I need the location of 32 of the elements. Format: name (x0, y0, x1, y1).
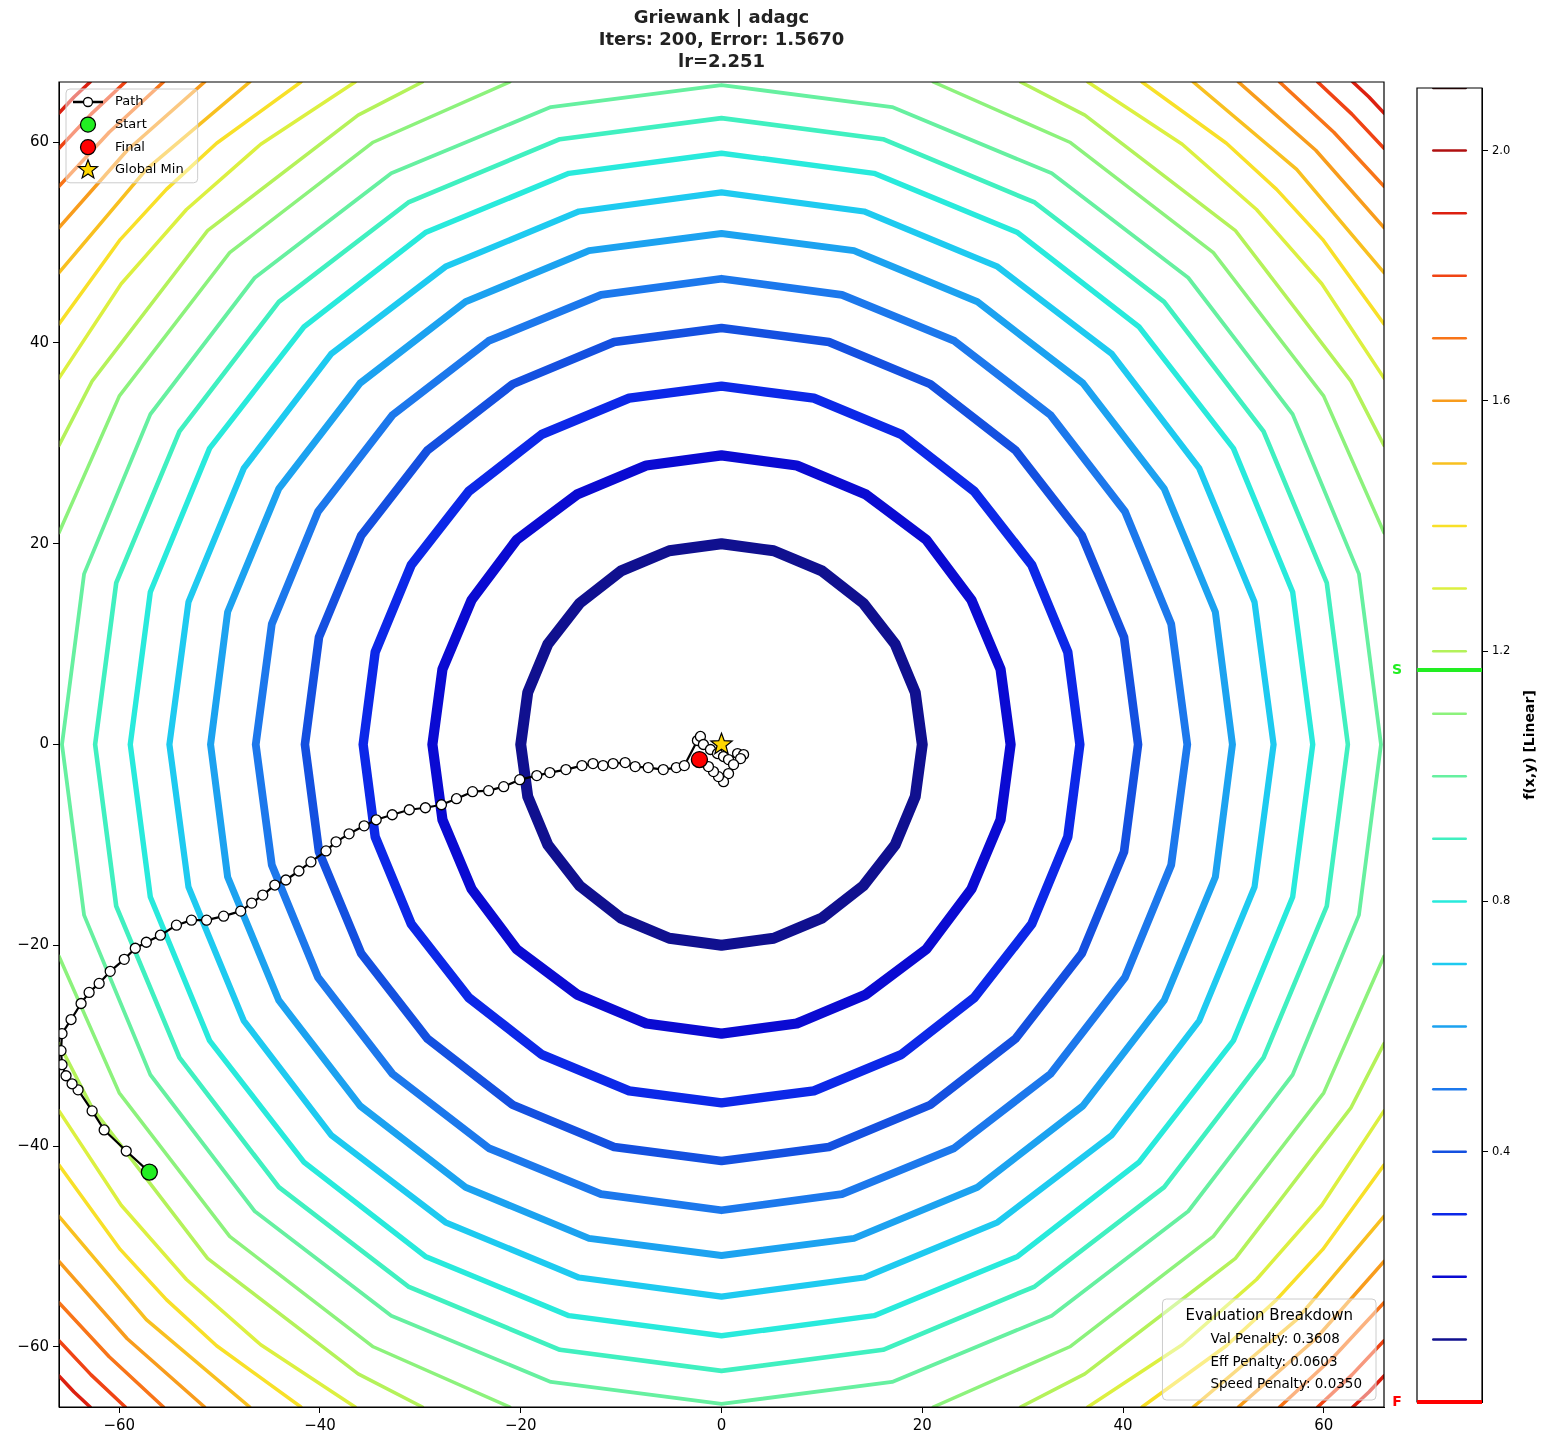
legend-label: Path (115, 93, 144, 109)
annotation: Eff Penalty: 0.0603 (1210, 1352, 1338, 1369)
legend-label: Start (115, 115, 147, 131)
x-tick-label: 40 (1113, 1415, 1133, 1434)
x-tick-label: −40 (304, 1415, 336, 1434)
y-tick-label: 40 (29, 332, 49, 351)
y-tick-label: 0 (39, 734, 49, 753)
chart-title: Griewank | adagc Iters: 200, Error: 1.5670 lr=2.251 (598, 6, 845, 71)
legend-label: Global Min (115, 161, 184, 177)
y-tick-label: 1.2 (1492, 643, 1511, 658)
x-tick-label: −60 (103, 1415, 136, 1434)
x-tick-label: 60 (1314, 1415, 1334, 1434)
annotation: Evaluation Breakdown (1185, 1305, 1354, 1324)
x-tick-label: 20 (912, 1415, 932, 1434)
y-tick-label: −60 (17, 1336, 49, 1355)
annotation: Val Penalty: 0.3608 (1210, 1329, 1340, 1346)
point (710, 732, 733, 755)
legend-label: Final (115, 138, 145, 154)
x-tick-label: 0 (716, 1415, 727, 1434)
y-tick-label: 20 (29, 533, 49, 552)
y-tick-label: 0.8 (1492, 893, 1511, 908)
y-tick-label: −20 (17, 935, 49, 954)
y-tick-label: 2.0 (1492, 142, 1511, 157)
y-tick-label: 0.4 (1492, 1143, 1511, 1158)
y-tick-label: 1.6 (1492, 392, 1511, 407)
y-axis-title: f(x,y) [Linear] (1520, 690, 1537, 800)
y-tick-label: 60 (29, 132, 49, 151)
ref-line-label: S (1391, 660, 1403, 677)
ref-line-label: F (1392, 1392, 1402, 1409)
y-tick-label: −40 (17, 1135, 49, 1154)
annotation: Speed Penalty: 0.0350 (1210, 1374, 1363, 1391)
x-tick-label: −20 (504, 1415, 537, 1434)
